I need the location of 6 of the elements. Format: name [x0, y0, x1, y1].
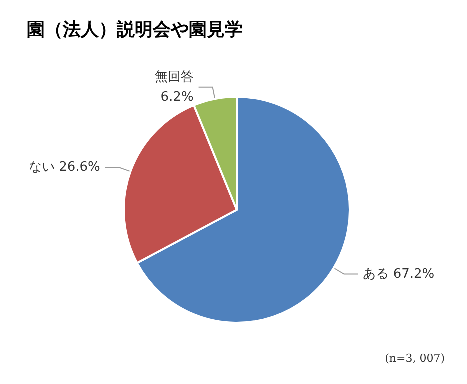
chart-title: 園（法人）説明会や園見学 — [27, 20, 243, 40]
slice-label: 無回答 — [154, 70, 194, 85]
data-label: 6.2% — [160, 90, 194, 105]
slice-label: ある 67.2% — [363, 266, 435, 282]
slice-label: ない 26.6% — [28, 160, 100, 176]
text: (n=3, 007) — [385, 352, 446, 365]
